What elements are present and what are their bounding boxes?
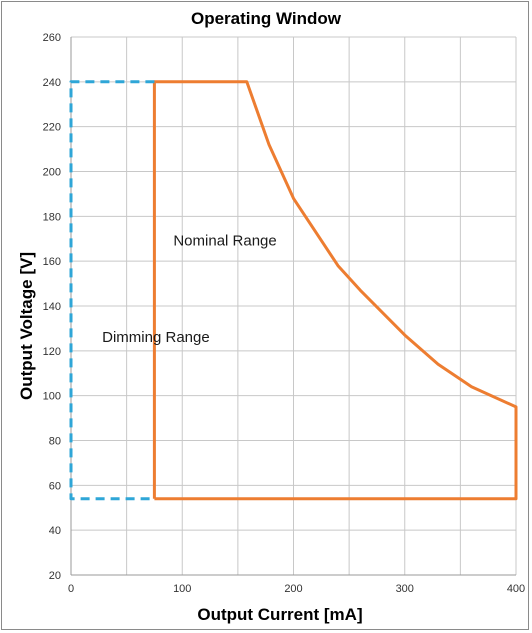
chart-title: Operating Window [191, 9, 342, 28]
y-tick-label: 200 [43, 167, 61, 179]
y-tick-label: 220 [43, 122, 61, 134]
dimming-range-label: Dimming Range [102, 329, 210, 346]
tick-labels: 20 40 60 80 100 120 140 160 180 200 220 240 260 0 100 2… [43, 32, 526, 595]
x-tick-label: 300 [396, 583, 414, 595]
grid-lines [70, 36, 517, 576]
y-tick-label: 120 [43, 346, 61, 358]
nominal-range-line [152, 80, 518, 501]
x-tick-label: 200 [284, 583, 302, 595]
x-tick-label: 0 [68, 583, 74, 595]
y-axis-title: Output Voltage [V] [17, 252, 36, 400]
x-tick-label: 400 [507, 583, 525, 595]
y-tick-label: 180 [43, 211, 61, 223]
y-tick-label: 20 [49, 570, 61, 582]
y-tick-label: 60 [49, 480, 61, 492]
y-tick-label: 80 [49, 436, 61, 448]
series-lines [69, 80, 518, 501]
y-tick-label: 160 [43, 256, 61, 268]
y-tick-label: 40 [49, 525, 61, 537]
annotations: Nominal Range Dimming Range [102, 232, 277, 345]
dimming-range-line [69, 80, 155, 501]
x-axis-title: Output Current [mA] [197, 605, 362, 624]
y-tick-label: 140 [43, 301, 61, 313]
nominal-range-label: Nominal Range [173, 232, 276, 249]
y-tick-label: 260 [43, 32, 61, 44]
y-tick-label: 100 [43, 391, 61, 403]
x-tick-label: 100 [173, 583, 191, 595]
y-tick-label: 240 [43, 77, 61, 89]
